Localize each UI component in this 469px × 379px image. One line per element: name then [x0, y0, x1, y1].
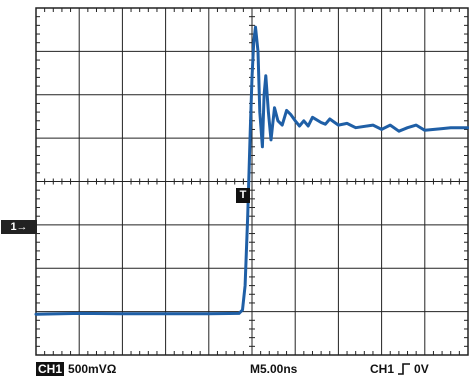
- trigger-level: 0V: [414, 362, 429, 376]
- volts-per-div: 500mVΩ: [68, 362, 117, 376]
- graticule: [35, 7, 469, 356]
- rising-edge-icon: [398, 363, 411, 375]
- ch1-waveform-trace: [34, 25, 469, 316]
- channel-scale-readout: CH1 500mVΩ: [36, 362, 116, 376]
- trigger-channel: CH1: [370, 362, 395, 376]
- timebase-readout: M5.00ns: [250, 362, 298, 376]
- trigger-readout: CH1 0V: [370, 362, 429, 376]
- trigger-position-marker: T: [236, 188, 250, 203]
- channel-1-ground-marker: 1→: [1, 220, 37, 234]
- channel-badge: CH1: [36, 362, 65, 376]
